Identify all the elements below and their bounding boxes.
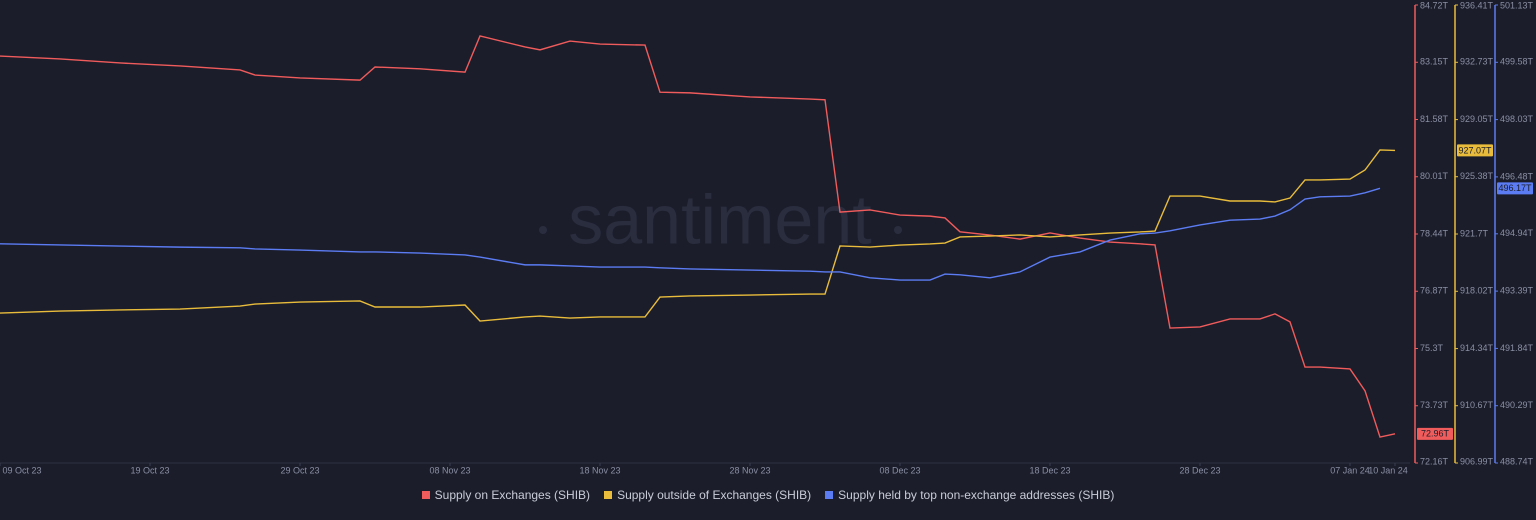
- y-tick-label: 83.15T: [1420, 57, 1449, 67]
- y-tick-label: 499.58T: [1500, 57, 1534, 67]
- legend: Supply on Exchanges (SHIB) Supply outside…: [0, 488, 1536, 502]
- x-tick-label: 19 Oct 23: [130, 465, 169, 475]
- y-tick-label: 76.87T: [1420, 286, 1449, 296]
- series-line: [0, 187, 1381, 281]
- y-tick-label: 932.73T: [1460, 57, 1494, 67]
- series-line: [0, 149, 1396, 322]
- legend-item[interactable]: Supply outside of Exchanges (SHIB): [604, 488, 811, 502]
- value-badge: [1457, 144, 1493, 157]
- legend-label: Supply on Exchanges (SHIB): [434, 488, 591, 502]
- y-tick-label: 496.48T: [1500, 171, 1534, 181]
- x-tick-label: 08 Dec 23: [879, 465, 920, 475]
- y-tick-label: 78.44T: [1420, 228, 1449, 238]
- value-label: 496.17T: [1498, 183, 1532, 193]
- y-tick-label: 925.38T: [1460, 171, 1494, 181]
- y-tick-label: 914.34T: [1460, 343, 1494, 353]
- legend-swatch: [825, 491, 834, 499]
- y-tick-label: 72.16T: [1420, 456, 1449, 466]
- y-tick-label: 936.41T: [1460, 0, 1494, 10]
- y-tick-label: 906.99T: [1460, 456, 1494, 466]
- y-tick-label: 84.72T: [1420, 0, 1449, 10]
- value-label: 927.07T: [1458, 145, 1492, 155]
- y-tick-label: 501.13T: [1500, 0, 1534, 10]
- y-tick-label: 75.3T: [1420, 343, 1444, 353]
- legend-label: Supply outside of Exchanges (SHIB): [617, 488, 812, 502]
- legend-item[interactable]: Supply held by top non-exchange addresse…: [825, 488, 1114, 502]
- y-tick-label: 493.39T: [1500, 285, 1534, 295]
- x-tick-label: 07 Jan 24: [1330, 465, 1370, 475]
- value-badge: [1497, 182, 1533, 195]
- y-tick-label: 73.73T: [1420, 400, 1449, 410]
- y-tick-label: 498.03T: [1500, 114, 1534, 124]
- y-tick-label: 490.29T: [1500, 400, 1534, 410]
- x-tick-label: 18 Nov 23: [579, 465, 620, 475]
- legend-swatch: [421, 491, 430, 499]
- x-tick-label: 28 Nov 23: [729, 465, 770, 475]
- legend-swatch: [604, 491, 613, 499]
- value-label: 72.96T: [1421, 429, 1450, 439]
- value-badge: [1417, 427, 1453, 440]
- chart: santiment 09 Oct 23 19 Oct 23 29 Oct 23 08 …: [0, 0, 1534, 475]
- y-tick-label: 921.7T: [1460, 228, 1489, 238]
- y-tick-label: 491.84T: [1500, 343, 1534, 353]
- x-tick-label: 28 Dec 23: [1179, 465, 1220, 475]
- watermark: santiment: [568, 180, 871, 258]
- x-tick-label: 29 Oct 23: [280, 465, 319, 475]
- x-tick-label: 10 Jan 24: [1368, 465, 1408, 475]
- y-tick-label: 488.74T: [1500, 456, 1534, 466]
- legend-item[interactable]: Supply on Exchanges (SHIB): [421, 488, 591, 502]
- y-tick-label: 918.02T: [1460, 286, 1494, 296]
- y-tick-label: 80.01T: [1420, 171, 1449, 181]
- y-tick-label: 81.58T: [1420, 114, 1449, 124]
- x-tick-label: 09 Oct 23: [2, 465, 41, 475]
- x-tick-label: 18 Dec 23: [1029, 465, 1070, 475]
- legend-label: Supply held by top non-exchange addresse…: [838, 488, 1115, 502]
- y-tick-label: 494.94T: [1500, 228, 1534, 238]
- watermark-dot: [894, 226, 902, 234]
- y-tick-label: 929.05T: [1460, 114, 1494, 124]
- series-line: [0, 35, 1396, 438]
- watermark-dot: [539, 226, 547, 234]
- x-tick-label: 08 Nov 23: [429, 465, 470, 475]
- y-tick-label: 910.67T: [1460, 400, 1494, 410]
